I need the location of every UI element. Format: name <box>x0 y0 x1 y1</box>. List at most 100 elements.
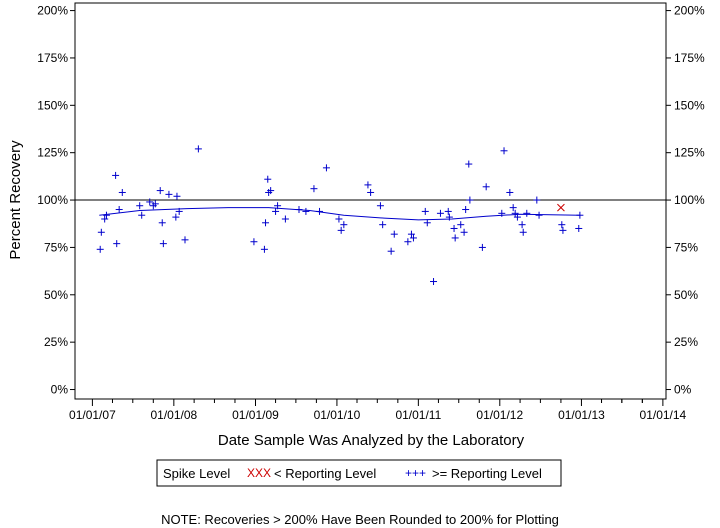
y-tick-label-left: 0% <box>51 383 69 397</box>
data-point <box>274 202 282 210</box>
legend: Spike Level XXX < Reporting Level +++ >=… <box>156 459 562 487</box>
y-axis-title: Percent Recovery <box>7 140 24 260</box>
data-point <box>518 221 526 229</box>
data-point <box>340 221 348 229</box>
data-point <box>445 213 453 221</box>
data-point <box>260 245 268 253</box>
data-point <box>151 200 159 208</box>
data-point <box>159 240 167 248</box>
y-tick-label-right: 175% <box>674 51 705 65</box>
legend-box <box>156 459 562 487</box>
data-point <box>272 207 280 215</box>
legend-title: Spike Level <box>163 466 230 481</box>
x-tick-label: 01/01/14 <box>640 408 687 422</box>
data-point <box>478 243 486 251</box>
data-point <box>506 188 514 196</box>
x-tick-label: 01/01/11 <box>395 408 441 422</box>
x-tick-label: 01/01/10 <box>314 408 361 422</box>
y-tick-label-left: 125% <box>37 146 68 160</box>
legend-above-symbol: +++ <box>405 466 426 480</box>
data-point <box>335 215 343 223</box>
data-point <box>97 228 105 236</box>
legend-below-symbol: XXX <box>247 466 271 480</box>
data-point <box>172 213 180 221</box>
data-point <box>302 207 310 215</box>
data-point <box>113 240 121 248</box>
data-point <box>322 164 330 172</box>
data-point <box>421 207 429 215</box>
y-tick-label-right: 50% <box>674 288 698 302</box>
data-point <box>146 198 154 206</box>
data-point <box>519 228 527 236</box>
data-point <box>500 147 508 155</box>
data-point <box>390 230 398 238</box>
data-point <box>462 206 470 214</box>
data-point <box>250 238 258 246</box>
data-point <box>444 207 452 215</box>
data-point <box>101 215 109 223</box>
data-point <box>509 204 517 212</box>
data-point <box>575 224 583 232</box>
data-point <box>136 202 144 210</box>
plot-note: NOTE: Recoveries > 200% Have Been Rounde… <box>161 512 559 527</box>
data-point <box>379 221 387 229</box>
data-point <box>450 224 458 232</box>
y-tick-label-left: 200% <box>37 4 68 18</box>
data-point <box>165 190 173 198</box>
data-point <box>337 226 345 234</box>
data-point <box>423 219 431 227</box>
data-point <box>262 219 270 227</box>
data-point <box>466 196 474 204</box>
data-point <box>367 188 375 196</box>
axes: 0% 0% 25% 25% 50% 50% 75% 75% 100% 100% 125% 125% 15… <box>37 4 705 422</box>
plot-frame <box>74 2 667 400</box>
data-point <box>460 228 468 236</box>
y-tick-label-left: 25% <box>44 335 68 349</box>
x-axis-title: Date Sample Was Analyzed by the Laborato… <box>218 432 525 449</box>
data-point <box>436 209 444 217</box>
y-tick-label-right: 75% <box>674 240 698 254</box>
x-tick-label: 01/01/07 <box>69 408 116 422</box>
data-point <box>316 207 324 215</box>
data-point <box>523 209 531 217</box>
data-point <box>156 187 164 195</box>
legend-below-label: < Reporting Level <box>274 466 376 481</box>
data-point <box>407 230 415 238</box>
y-tick-label-left: 175% <box>37 51 68 65</box>
data-point <box>96 245 104 253</box>
data-point <box>194 145 202 153</box>
data-point <box>558 221 566 229</box>
trend-and-reference <box>75 199 666 221</box>
x-tick-label: 01/01/08 <box>150 408 197 422</box>
data-point <box>267 187 275 195</box>
x-tick-label: 01/01/09 <box>232 408 279 422</box>
y-tick-label-left: 50% <box>44 288 68 302</box>
data-point <box>430 278 438 286</box>
data-points <box>96 145 584 286</box>
trend-line <box>99 207 580 221</box>
data-point <box>118 188 126 196</box>
data-point <box>451 234 459 242</box>
data-point <box>158 219 166 227</box>
x-tick-label: 01/01/13 <box>558 408 605 422</box>
data-point <box>173 192 181 200</box>
y-tick-label-left: 150% <box>37 98 68 112</box>
y-tick-label-right: 25% <box>674 335 698 349</box>
data-point <box>533 196 541 204</box>
data-point <box>115 206 123 214</box>
data-point <box>482 183 490 191</box>
y-tick-label-right: 0% <box>674 383 692 397</box>
data-point <box>465 160 473 168</box>
y-tick-label-left: 100% <box>37 193 68 207</box>
data-point <box>511 209 519 217</box>
data-point-below-reporting <box>557 203 565 212</box>
data-point <box>310 185 318 193</box>
data-point <box>376 202 384 210</box>
y-tick-label-right: 100% <box>674 193 705 207</box>
data-point <box>175 207 183 215</box>
x-tick-label: 01/01/12 <box>476 408 523 422</box>
y-tick-label-right: 200% <box>674 4 705 18</box>
data-point <box>535 211 543 219</box>
data-point <box>457 221 465 229</box>
data-point <box>102 211 110 219</box>
